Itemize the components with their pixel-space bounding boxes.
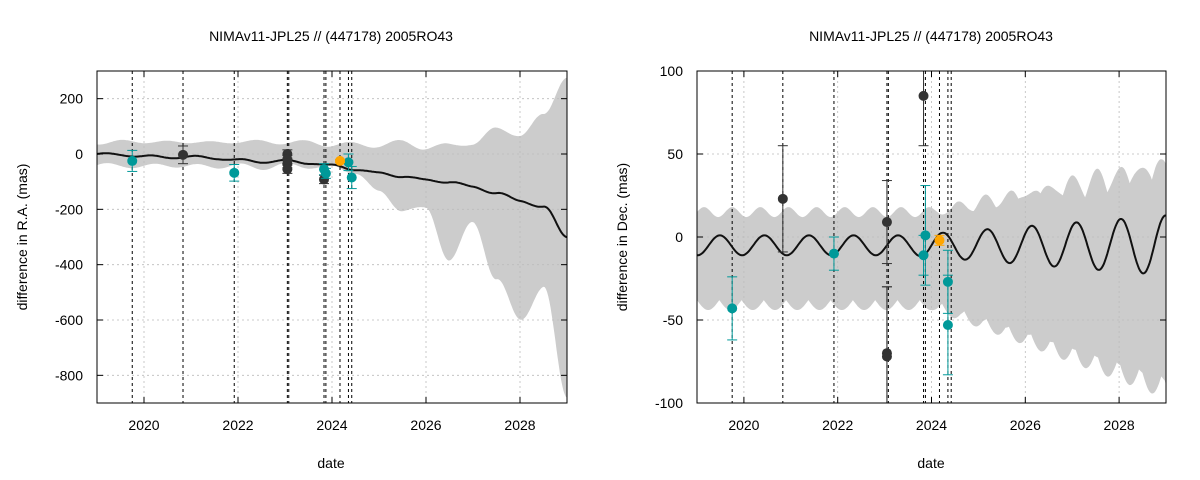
data-point-observatory-teal (920, 230, 931, 241)
uncertainty-band (97, 77, 567, 398)
chart-title: NIMAv11-JPL25 // (447178) 2005RO43 (209, 28, 453, 44)
y-tick-label: 50 (667, 146, 683, 162)
ra-difference-chart: NIMAv11-JPL25 // (447178) 2005RO43 2020 2… (14, 28, 568, 471)
data-point-observatory-black (777, 193, 788, 204)
x-tick-label: 2028 (1104, 417, 1135, 433)
data-point-observatory-teal (727, 303, 738, 314)
data-point-observatory-teal (229, 167, 240, 178)
data-point-observatory-black (282, 164, 293, 175)
data-point-observatory-teal (127, 155, 138, 166)
y-tick-label: 200 (60, 91, 84, 107)
y-tick-label: -200 (55, 201, 83, 217)
x-tick-label: 2022 (822, 417, 853, 433)
data-point-observatory-teal (828, 248, 839, 259)
x-tick-label: 2024 (316, 417, 347, 433)
data-point-observatory-teal (918, 250, 929, 261)
y-tick-label: 0 (75, 146, 83, 162)
data-point-observatory-teal (343, 157, 354, 168)
model-curve (96, 152, 568, 239)
data-point-observatory-teal (942, 319, 953, 330)
data-point-observatory-black (881, 217, 892, 228)
data-point-observatory-orange (334, 155, 345, 166)
x-tick-label: 2022 (222, 417, 253, 433)
y-tick-label: -100 (655, 395, 683, 411)
y-tick-label: 0 (675, 229, 683, 245)
y-tick-label: 100 (660, 63, 684, 79)
x-tick-label: 2020 (728, 417, 759, 433)
y-tick-label: -800 (55, 367, 83, 383)
data-point-observatory-teal (320, 168, 331, 179)
y-tick-label: -600 (55, 312, 83, 328)
data-point-observatory-black (918, 90, 929, 101)
dec-difference-chart: NIMAv11-JPL25 // (447178) 2005RO43 2020 2… (614, 28, 1167, 471)
x-tick-label: 2024 (916, 417, 947, 433)
data-point-observatory-black (881, 351, 892, 362)
x-tick-label: 2026 (410, 417, 441, 433)
model-curve (697, 214, 1167, 275)
data-point-observatory-black (178, 149, 189, 160)
x-axis-label: date (917, 455, 944, 471)
x-tick-label: 2020 (128, 417, 159, 433)
y-axis-label: difference in Dec. (mas) (614, 163, 630, 311)
x-tick-label: 2026 (1010, 417, 1041, 433)
y-tick-label: -50 (663, 312, 683, 328)
data-point-observatory-orange (934, 235, 945, 246)
y-tick-label: -400 (55, 257, 83, 273)
chart-title: NIMAv11-JPL25 // (447178) 2005RO43 (809, 28, 1053, 44)
data-point-observatory-teal (346, 172, 357, 183)
y-axis-label: difference in R.A. (mas) (14, 164, 30, 311)
x-tick-label: 2028 (504, 417, 535, 433)
x-axis-label: date (317, 455, 344, 471)
